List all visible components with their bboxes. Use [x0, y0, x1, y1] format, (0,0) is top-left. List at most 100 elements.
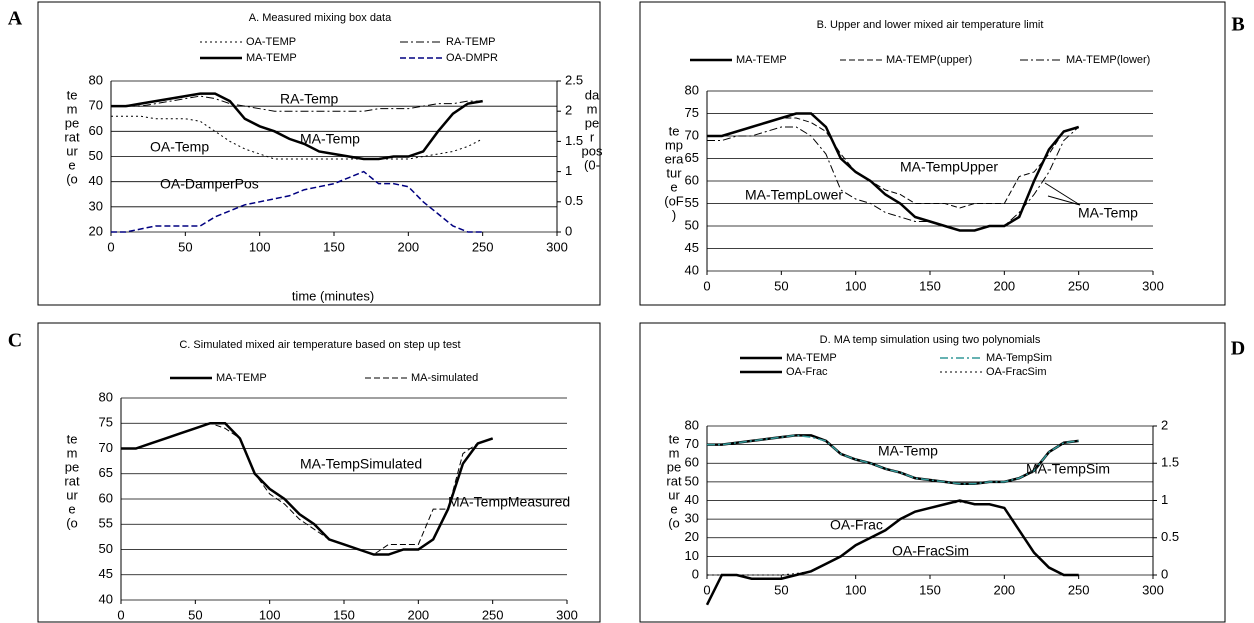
x-tick-label: 250	[482, 607, 504, 622]
annotation: OA-Frac	[830, 517, 883, 533]
x-tick-label: 50	[188, 607, 202, 622]
y-tick-label: 30	[685, 511, 699, 526]
y2-tick-label: 2.5	[565, 72, 583, 87]
y-tick-label: 80	[685, 82, 699, 97]
y-tick-label: 45	[685, 240, 699, 255]
y-axis-label: m	[67, 445, 78, 460]
y-tick-label: 50	[685, 473, 699, 488]
y-tick-label: 40	[685, 492, 699, 507]
y-tick-label: 60	[685, 455, 699, 470]
y2-tick-label: 2	[565, 103, 572, 118]
panel-label: D	[1231, 338, 1245, 360]
x-tick-label: 150	[323, 239, 345, 254]
y-tick-label: 60	[685, 172, 699, 187]
y-axis-label: )	[672, 207, 676, 222]
y2-axis-label: r	[590, 129, 595, 144]
legend-label: RA-TEMP	[446, 36, 496, 48]
series-line	[111, 92, 483, 161]
y-tick-label: 30	[89, 198, 103, 213]
chart-title: C. Simulated mixed air temperature based…	[179, 339, 460, 351]
y-axis-label: pe	[667, 459, 681, 474]
x-tick-label: 300	[1142, 582, 1164, 597]
y-axis-label: e	[670, 179, 677, 194]
y2-tick-label: 1	[565, 163, 572, 178]
y-axis-label: tur	[666, 165, 682, 180]
y2-axis-label: pe	[585, 115, 599, 130]
y-tick-label: 10	[685, 548, 699, 563]
y-axis-label: m	[67, 101, 78, 116]
annotation: MA-TempMeasured	[448, 494, 570, 510]
legend-label: MA-TEMP	[786, 352, 837, 364]
x-tick-label: 200	[407, 607, 429, 622]
legend-label: OA-DMPR	[446, 52, 498, 64]
y-tick-label: 80	[99, 389, 113, 404]
panel-border	[639, 322, 1226, 623]
y-axis-label: rat	[64, 129, 80, 144]
panel-label: A	[8, 8, 23, 30]
y-tick-label: 50	[685, 217, 699, 232]
x-tick-label: 0	[117, 607, 124, 622]
y-axis-label: ur	[668, 487, 680, 502]
x-axis-label: time (minutes)	[292, 288, 374, 303]
x-tick-label: 200	[397, 239, 419, 254]
y-tick-label: 40	[89, 173, 103, 188]
y-tick-label: 40	[685, 262, 699, 277]
x-tick-label: 300	[556, 607, 578, 622]
y-tick-label: 70	[685, 127, 699, 142]
annotation: MA-TempSim	[1026, 461, 1110, 477]
x-tick-label: 0	[107, 239, 114, 254]
y-axis-label: pe	[65, 459, 79, 474]
y2-axis-label: pos	[582, 143, 603, 158]
panel-border	[37, 322, 601, 623]
panel-border	[639, 1, 1226, 306]
y2-tick-label: 1.5	[1161, 455, 1179, 470]
series-line	[111, 115, 483, 160]
series-line	[111, 95, 483, 112]
y-axis-label: m	[669, 445, 680, 460]
y-tick-label: 60	[89, 123, 103, 138]
y-axis-label: te	[669, 123, 680, 138]
annotation: OA-FracSim	[892, 543, 969, 559]
y2-tick-label: 0	[1161, 566, 1168, 581]
y2-axis-label: da	[585, 87, 600, 102]
y-tick-label: 70	[685, 436, 699, 451]
x-tick-label: 150	[333, 607, 355, 622]
annotation: MA-TempLower	[745, 187, 843, 203]
y-tick-label: 75	[99, 415, 113, 430]
y-axis-label: (o	[66, 171, 78, 186]
y-tick-label: 20	[89, 223, 103, 238]
x-tick-label: 300	[1142, 278, 1164, 293]
x-tick-label: 150	[919, 582, 941, 597]
y-tick-label: 75	[685, 105, 699, 120]
y2-tick-label: 0.5	[565, 193, 583, 208]
x-tick-label: 200	[993, 582, 1015, 597]
y-axis-label: (oF	[664, 193, 684, 208]
legend-label: MA-simulated	[411, 372, 478, 384]
y-tick-label: 65	[99, 465, 113, 480]
annotation: MA-TempSimulated	[300, 456, 422, 472]
x-tick-label: 50	[774, 582, 788, 597]
y-axis-label: te	[67, 87, 78, 102]
annotation: MA-Temp	[300, 131, 360, 147]
legend-label: OA-FracSim	[986, 366, 1047, 378]
y-tick-label: 45	[99, 566, 113, 581]
x-tick-label: 250	[472, 239, 494, 254]
y-axis-label: era	[665, 151, 685, 166]
annotation: MA-Temp	[1078, 205, 1138, 221]
y-tick-label: 0	[692, 566, 699, 581]
series-line	[705, 499, 1079, 606]
legend-label: MA-TEMP(lower)	[1066, 54, 1150, 66]
x-tick-label: 100	[259, 607, 281, 622]
series-line	[707, 434, 1079, 485]
y-axis-label: mp	[665, 137, 683, 152]
y-tick-label: 70	[99, 440, 113, 455]
legend-label: OA-Frac	[786, 366, 828, 378]
series-line	[707, 126, 1080, 231]
panel-label: C	[8, 330, 22, 352]
y-axis-label: te	[669, 431, 680, 446]
y-axis-label: (o	[66, 515, 78, 530]
legend-label: OA-TEMP	[246, 36, 296, 48]
y-axis-label: e	[670, 501, 677, 516]
y2-axis-label: m	[587, 101, 598, 116]
y-tick-label: 80	[89, 72, 103, 87]
